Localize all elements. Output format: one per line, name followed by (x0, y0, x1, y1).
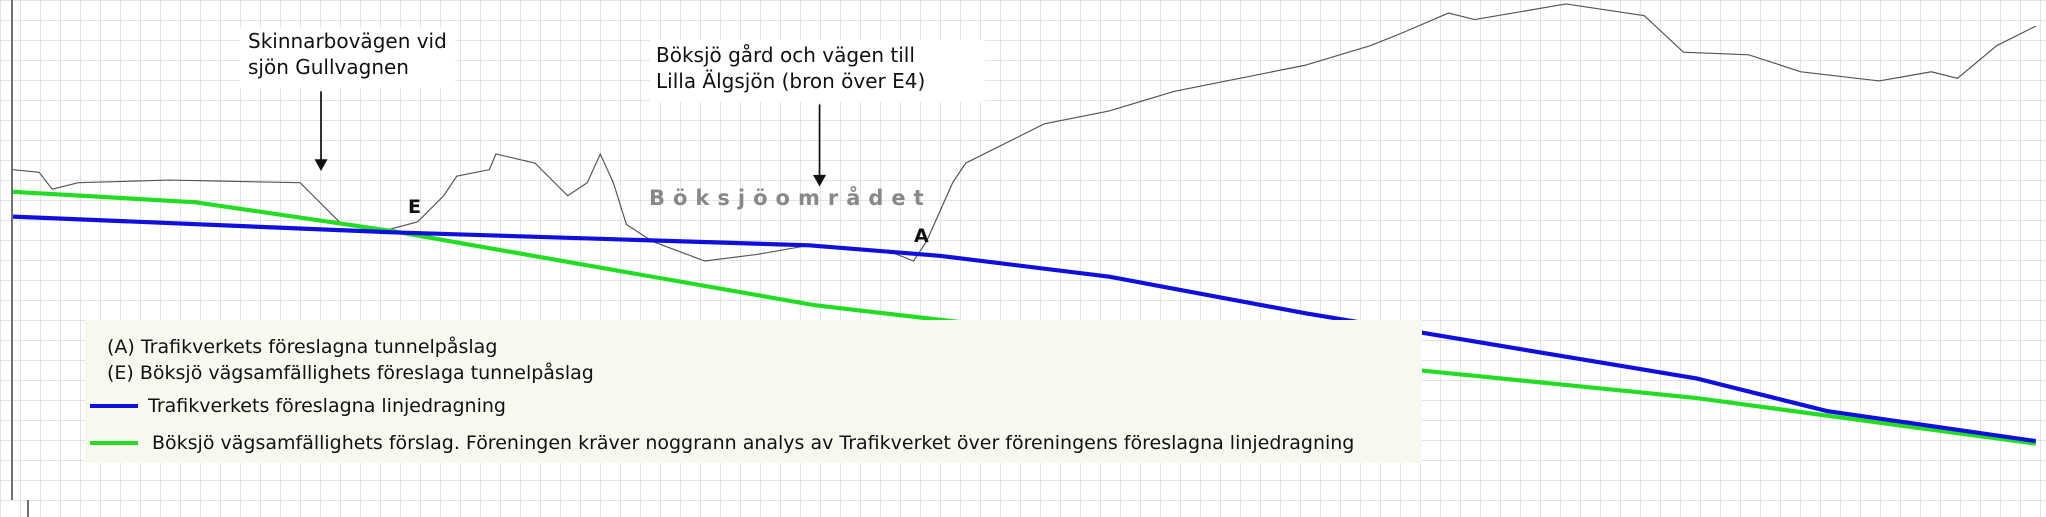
annotation-bg (240, 28, 455, 88)
area-label: Böksjöområdet (649, 185, 932, 210)
annotation: Skinnarbovägen vid (248, 29, 447, 53)
annotation-bg (650, 40, 985, 102)
legend-box (85, 320, 1422, 463)
blue-route (12, 214, 2037, 444)
marker-a: A (914, 225, 929, 247)
annotation: sjön Gullvagnen (248, 55, 409, 79)
legend-text: (E) Böksjö vägsamfällighets föreslaga tu… (107, 361, 594, 384)
legend-text: Böksjö vägsamfällighets förslag. Förenin… (152, 432, 1354, 454)
annotation: Lilla Älgsjön (bron över E4) (656, 69, 925, 93)
legend-text: (A) Trafikverkets föreslagna tunnelpåsla… (107, 335, 497, 358)
marker-e: E (408, 196, 421, 218)
profile-lines (12, 3, 2037, 446)
arrow-head (314, 159, 328, 171)
arrow-head (813, 174, 827, 187)
green-route (12, 189, 2037, 446)
annotation: Böksjö gård och vägen till (656, 43, 915, 67)
legend-text: Trafikverkets föreslagna linjedragning (147, 395, 506, 417)
